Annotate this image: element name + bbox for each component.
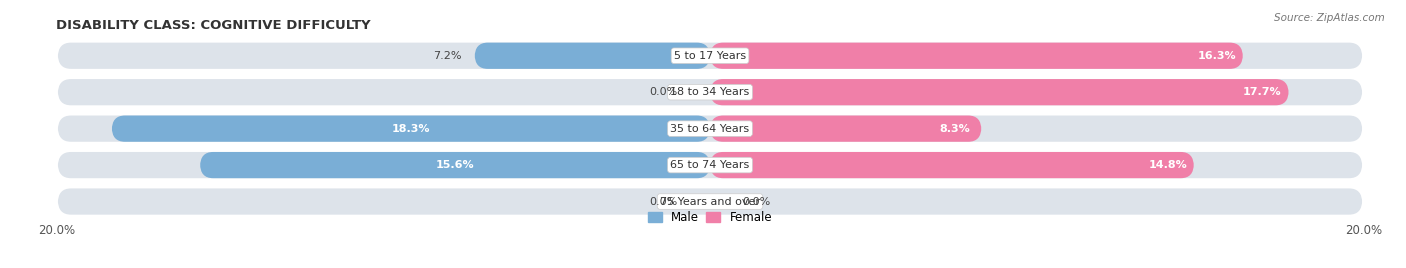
Text: 65 to 74 Years: 65 to 74 Years <box>671 160 749 170</box>
FancyBboxPatch shape <box>710 116 981 142</box>
Text: 75 Years and over: 75 Years and over <box>659 196 761 207</box>
Legend: Male, Female: Male, Female <box>643 206 778 228</box>
FancyBboxPatch shape <box>58 116 1362 142</box>
Text: 14.8%: 14.8% <box>1149 160 1187 170</box>
FancyBboxPatch shape <box>710 79 1289 105</box>
Text: 7.2%: 7.2% <box>433 51 461 61</box>
FancyBboxPatch shape <box>58 152 1362 178</box>
FancyBboxPatch shape <box>200 152 710 178</box>
Text: 35 to 64 Years: 35 to 64 Years <box>671 124 749 134</box>
Text: 17.7%: 17.7% <box>1243 87 1282 97</box>
Text: 0.0%: 0.0% <box>650 87 678 97</box>
FancyBboxPatch shape <box>58 188 1362 215</box>
Text: 0.0%: 0.0% <box>650 196 678 207</box>
FancyBboxPatch shape <box>710 43 1243 69</box>
Text: 18 to 34 Years: 18 to 34 Years <box>671 87 749 97</box>
Text: 8.3%: 8.3% <box>939 124 970 134</box>
FancyBboxPatch shape <box>58 43 1362 69</box>
Text: 18.3%: 18.3% <box>392 124 430 134</box>
Text: 5 to 17 Years: 5 to 17 Years <box>673 51 747 61</box>
Text: DISABILITY CLASS: COGNITIVE DIFFICULTY: DISABILITY CLASS: COGNITIVE DIFFICULTY <box>56 19 371 32</box>
FancyBboxPatch shape <box>58 79 1362 105</box>
Text: Source: ZipAtlas.com: Source: ZipAtlas.com <box>1274 13 1385 23</box>
FancyBboxPatch shape <box>112 116 710 142</box>
FancyBboxPatch shape <box>710 152 1194 178</box>
FancyBboxPatch shape <box>475 43 710 69</box>
Text: 16.3%: 16.3% <box>1198 51 1236 61</box>
Text: 0.0%: 0.0% <box>742 196 770 207</box>
Text: 15.6%: 15.6% <box>436 160 474 170</box>
